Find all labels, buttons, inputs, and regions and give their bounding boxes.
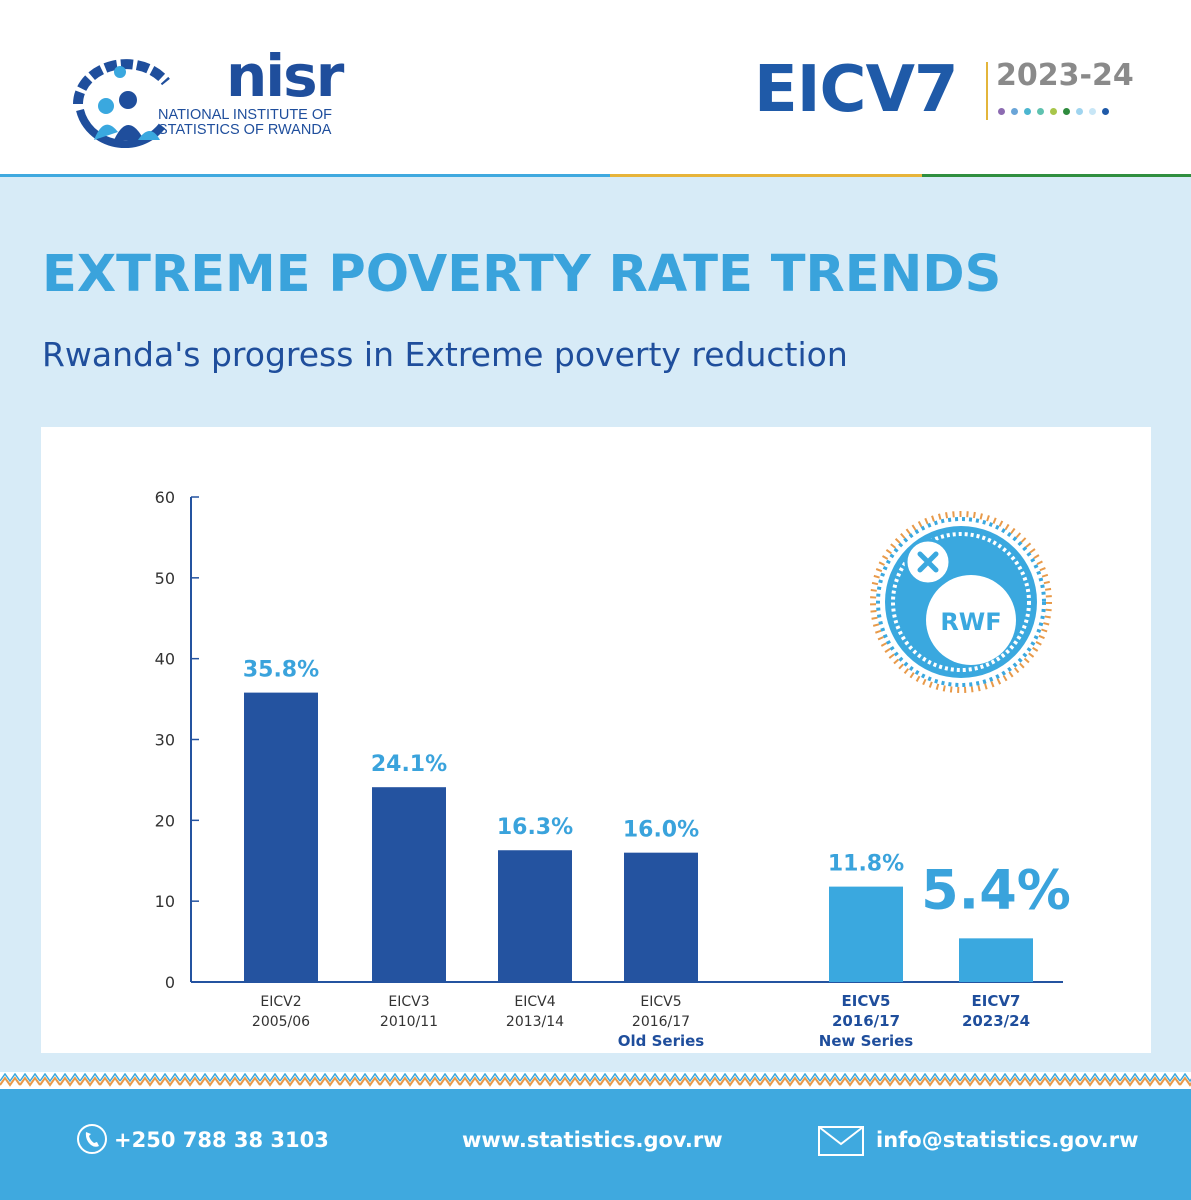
badge-dashed-ring xyxy=(891,532,1031,672)
badge-coin xyxy=(926,575,1016,665)
y-tick-label: 50 xyxy=(155,569,175,588)
color-dot xyxy=(998,108,1005,115)
y-tick-label: 20 xyxy=(155,811,175,830)
y-tick-label: 30 xyxy=(155,731,175,750)
x-category-label: EICV5 xyxy=(842,992,891,1010)
nisr-logo: nisr NATIONAL INSTITUTE OF STATISTICS OF… xyxy=(70,44,350,153)
x-category-label: EICV4 xyxy=(514,994,555,1010)
bar-value-label: 35.8% xyxy=(243,658,319,683)
color-dot xyxy=(1102,108,1109,115)
color-dot xyxy=(1011,108,1018,115)
bar-chart: 0 10 20 30 40 50 60 35.8% EICV2 2005/06 24.1% EICV… xyxy=(155,488,1071,1050)
x-category-label: 2010/11 xyxy=(380,1014,438,1030)
color-dot xyxy=(1050,108,1057,115)
x-category-label: EICV3 xyxy=(388,994,429,1010)
footer xyxy=(0,1089,1191,1200)
x-category-label: Old Series xyxy=(618,1032,705,1050)
y-tick-label: 40 xyxy=(155,650,175,669)
survey-year: 2023-24 xyxy=(996,58,1134,93)
x-category-label: 2016/17 xyxy=(832,1012,900,1030)
chart-labels: 35.8% EICV2 2005/06 24.1% EICV3 2010/11 16.3% E… xyxy=(243,658,1071,1050)
logo-name: nisr xyxy=(226,42,344,110)
chart-bars xyxy=(244,692,1033,982)
rwf-badge: RWF xyxy=(869,510,1053,694)
color-dot xyxy=(1024,108,1031,115)
badge-label: RWF xyxy=(940,608,1001,636)
color-dot xyxy=(1063,108,1070,115)
color-dots xyxy=(998,108,1109,115)
badge-pattern-ring-blue xyxy=(876,517,1046,687)
bar xyxy=(624,852,698,982)
bar xyxy=(959,938,1033,982)
footer-website[interactable]: www.statistics.gov.rw xyxy=(462,1128,723,1152)
header-accent-yellow xyxy=(610,174,922,177)
x-category-label: 2013/14 xyxy=(506,1014,564,1030)
y-tick-label: 0 xyxy=(165,973,175,992)
x-category-label: 2005/06 xyxy=(252,1014,310,1030)
color-dot xyxy=(1076,108,1083,115)
page-subtitle: Rwanda's progress in Extreme poverty red… xyxy=(42,335,848,374)
y-tick-label: 60 xyxy=(155,488,175,507)
badge-pattern-ring-orange xyxy=(870,511,1052,693)
pattern-strip xyxy=(0,1073,1191,1089)
header-accent-green xyxy=(922,174,1191,177)
bar-value-label: 16.0% xyxy=(623,818,699,843)
x-category-label: 2023/24 xyxy=(962,1012,1030,1030)
x-mark xyxy=(917,551,939,573)
y-tick-label: 10 xyxy=(155,892,175,911)
page-title: EXTREME POVERTY RATE TRENDS xyxy=(42,245,1002,304)
envelope-icon xyxy=(818,1126,864,1156)
x-category-label: EICV2 xyxy=(260,994,301,1010)
logo-subtitle-line1: NATIONAL INSTITUTE OF xyxy=(158,107,333,123)
bar-value-label: 11.8% xyxy=(828,852,904,877)
header: nisr NATIONAL INSTITUTE OF STATISTICS OF… xyxy=(0,0,1191,175)
chart-card: 0 10 20 30 40 50 60 35.8% EICV2 2005/06 24.1% EICV… xyxy=(41,427,1151,1053)
phone-icon xyxy=(77,1124,107,1154)
nisr-emblem-icon xyxy=(73,59,170,148)
x-category-label: EICV7 xyxy=(972,992,1021,1010)
zigzag-pattern xyxy=(0,1073,1191,1089)
bar-value-label: 24.1% xyxy=(371,752,447,777)
footer-email[interactable]: info@statistics.gov.rw xyxy=(876,1128,1139,1152)
x-category-label: New Series xyxy=(819,1032,913,1050)
color-dot xyxy=(1089,108,1096,115)
bar xyxy=(498,850,572,982)
bar-value-label: 5.4% xyxy=(921,858,1071,921)
x-category-label: 2016/17 xyxy=(632,1014,690,1030)
logo-subtitle-line2: STATISTICS OF RWANDA xyxy=(158,122,332,138)
bar xyxy=(372,787,446,982)
color-dot xyxy=(1037,108,1044,115)
x-category-label: EICV5 xyxy=(640,994,681,1010)
footer-phone[interactable]: +250 788 38 3103 xyxy=(114,1128,329,1152)
logo-subtitle: NATIONAL INSTITUTE OF STATISTICS OF RWAN… xyxy=(158,108,348,138)
bar xyxy=(244,692,318,982)
bar xyxy=(829,886,903,982)
chart-axes: 0 10 20 30 40 50 60 xyxy=(155,488,1063,992)
bar-value-label: 16.3% xyxy=(497,815,573,840)
survey-divider xyxy=(986,62,988,120)
header-accent-blue xyxy=(0,174,610,177)
survey-name: EICV7 xyxy=(754,53,959,127)
